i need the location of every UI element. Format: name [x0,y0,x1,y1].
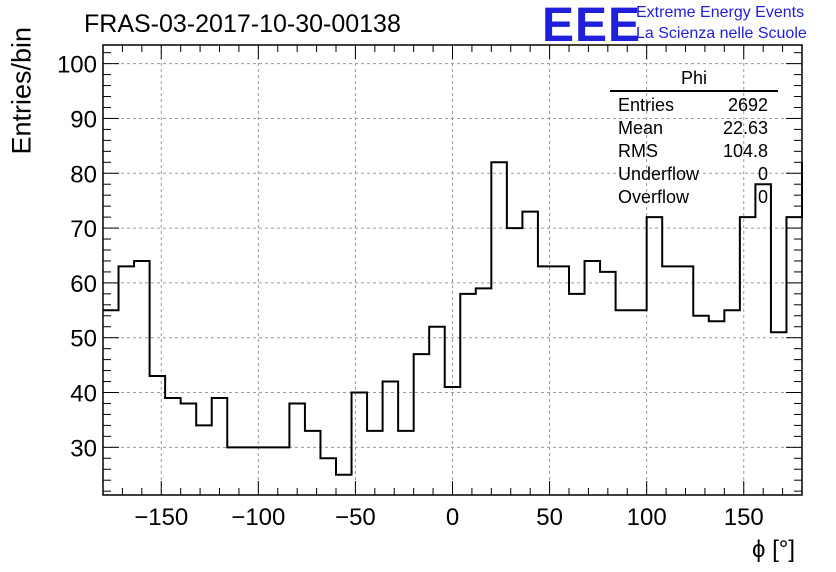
logo-subtitle-line2: La Scienza nelle Scuole [636,25,807,42]
axis-ticks [102,45,803,495]
stats-row-entries: Entries 2692 [610,94,778,117]
y-tick-label: 70 [70,216,97,243]
y-tick-label: 60 [70,271,97,298]
stats-value: 0 [757,164,768,184]
stats-value: 22.63 [722,118,768,138]
stats-value: 0 [757,187,768,207]
stats-row-underflow: Underflow 0 [610,163,778,186]
y-tick-label: 50 [70,326,97,353]
stats-label: Entries [618,95,675,115]
stats-row-rms: RMS 104.8 [610,140,778,163]
x-tick-label: −150 [134,504,188,531]
x-tick-label: 150 [724,504,764,531]
stats-label: Overflow [618,187,690,207]
stats-value: 104.8 [722,141,768,161]
histogram-line [103,161,803,476]
stats-row-mean: Mean 22.63 [610,117,778,140]
x-tick-label: −50 [335,504,376,531]
stats-box: Phi Entries 2692 Mean 22.63 RMS 104.8 Under… [610,68,778,209]
stats-label: Underflow [618,164,700,184]
eee-logo: EEE [542,0,642,52]
y-tick-label: 80 [70,161,97,188]
chart-title: FRAS-03-2017-10-30-00138 [84,10,401,38]
logo-subtitle-line1: Extreme Energy Events [636,4,805,21]
x-tick-label: 0 [446,504,459,531]
y-tick-label: 100 [57,52,97,79]
stats-title: Phi [610,68,778,92]
x-tick-label: 100 [627,504,667,531]
y-tick-label: 30 [70,435,97,462]
y-tick-label: 40 [70,381,97,408]
tick-labels: −150 −100 −50 0 50 100 150 30 40 50 60 70 80 90 100 [57,52,764,531]
x-axis-label: ϕ [°] [752,536,796,563]
x-tick-label: −100 [231,504,285,531]
stats-value: 2692 [727,95,768,115]
stats-label: RMS [618,141,658,161]
y-tick-label: 90 [70,106,97,133]
stats-label: Mean [618,118,664,138]
y-axis-label: Entries/bin [6,26,37,155]
stats-row-overflow: Overflow 0 [610,186,778,209]
x-tick-label: 50 [536,504,563,531]
histogram-series [103,161,803,476]
